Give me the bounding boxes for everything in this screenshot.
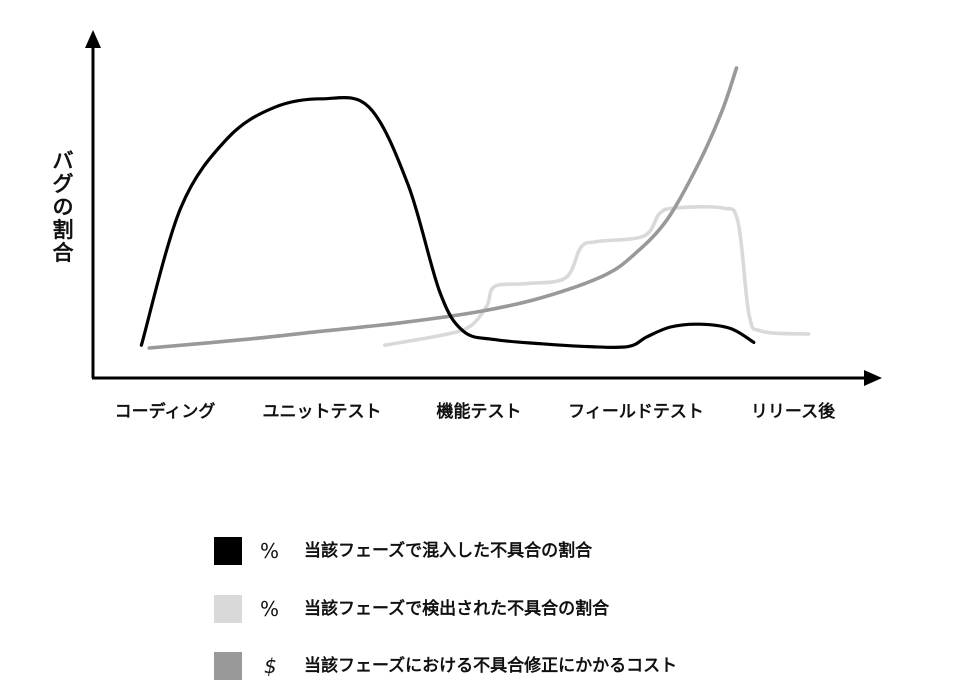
legend-swatch	[214, 652, 242, 680]
series-line-3	[147, 66, 739, 350]
series-line-1	[139, 95, 756, 350]
legend-symbol: %	[260, 539, 280, 563]
legend-symbol: $	[264, 654, 277, 678]
series-lines	[139, 66, 811, 350]
legend-label: 当該フェーズで混入した不具合の割合	[304, 541, 593, 561]
y-axis-label-char: グ	[53, 172, 74, 196]
y-axis-label-char: 割	[53, 218, 74, 242]
legend-label: 当該フェーズで検出された不具合の割合	[304, 599, 610, 619]
x-tick-label: ユニットテスト	[263, 402, 382, 422]
x-tick-label: 機能テスト	[437, 401, 522, 422]
x-axis-arrow	[864, 370, 882, 386]
x-tick-label: リリース後	[751, 401, 836, 422]
legend-swatch	[214, 537, 242, 565]
x-tick-labels: コーディング ユニットテスト 機能テスト フィールドテスト リリース後	[115, 401, 836, 422]
legend-symbol: %	[260, 597, 280, 621]
y-axis-arrow	[85, 30, 101, 48]
x-tick-label: コーディング	[115, 401, 216, 422]
series-line-2	[383, 204, 811, 347]
y-axis-label-char: 合	[53, 241, 75, 265]
y-axis-label-char: バ	[53, 149, 74, 173]
x-tick-label: フィールドテスト	[568, 402, 704, 422]
legend-label: 当該フェーズにおける不具合修正にかかるコスト	[304, 656, 678, 676]
legend-swatch	[214, 595, 242, 623]
y-axis-label-char: の	[53, 195, 74, 219]
